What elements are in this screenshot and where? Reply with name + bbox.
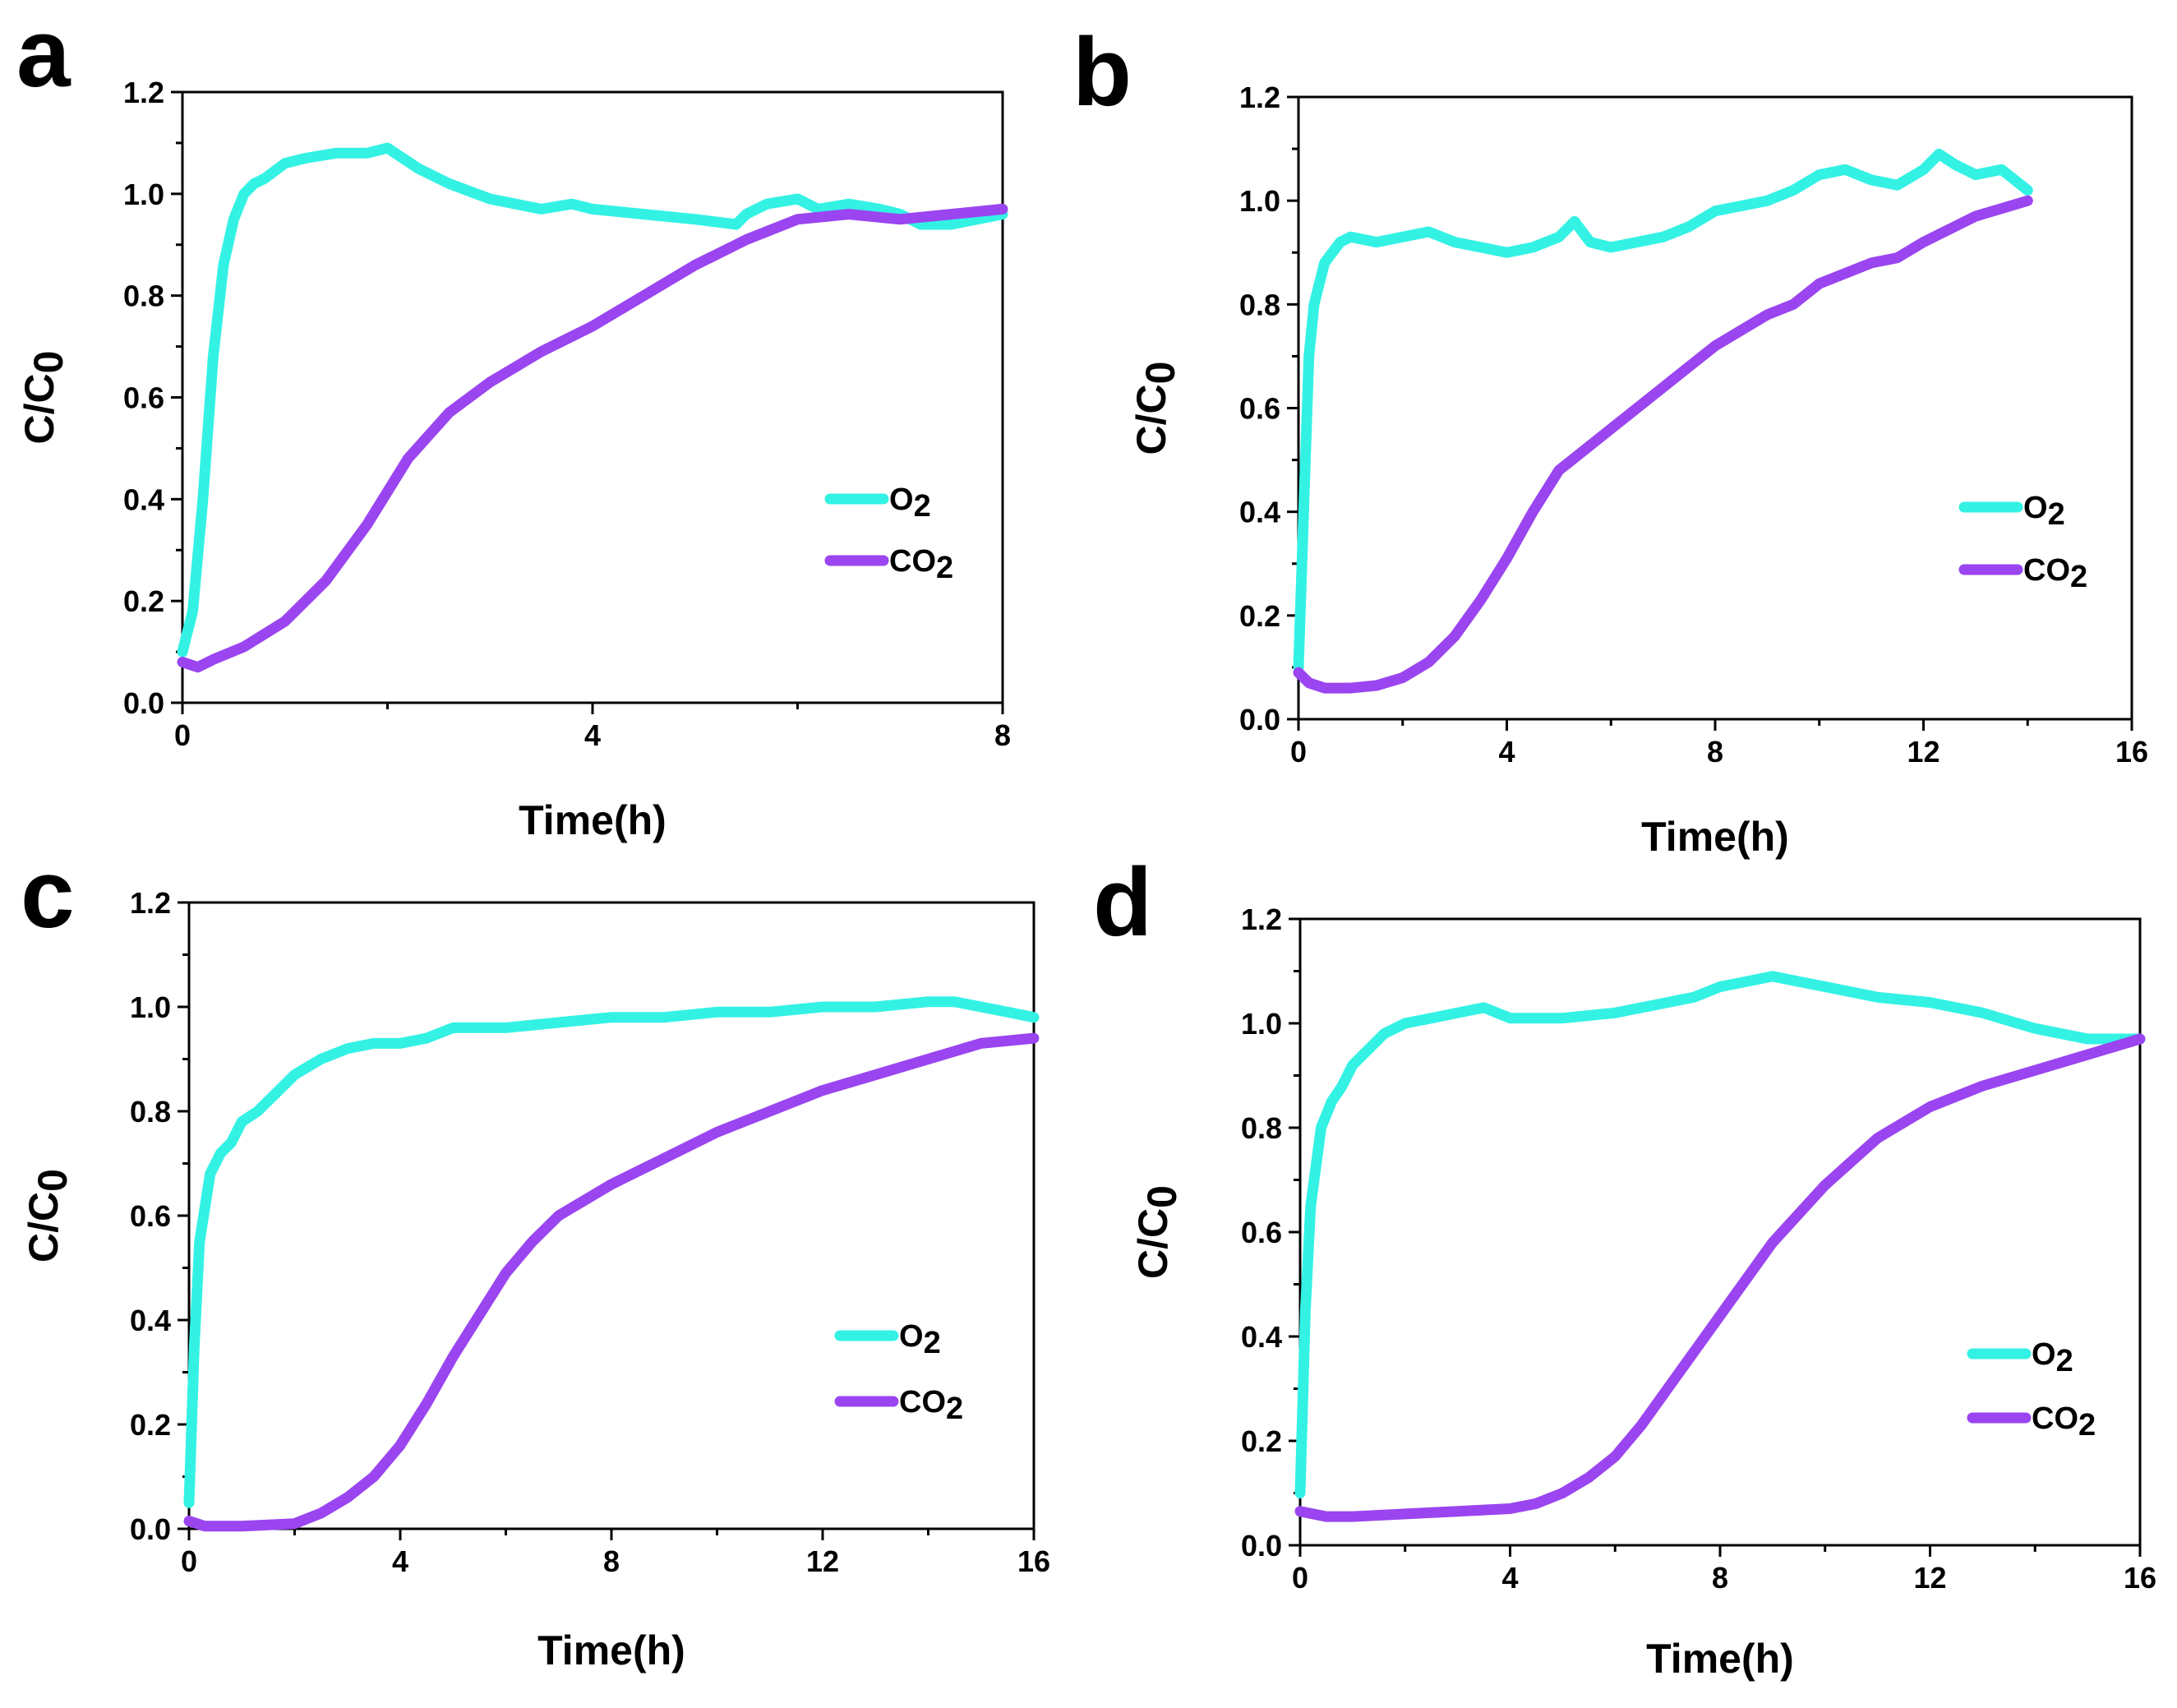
x-tick-label: 4 [1498, 735, 1515, 769]
x-tick-label: 0 [1290, 735, 1307, 769]
chart-panel-d: d 0.0 0.2 0.4 0.6 0.8 1.0 1.2 0 4 8 12 16 Time(h) C/C0… [1093, 848, 2156, 1682]
x-tick-label: 4 [1501, 1561, 1518, 1595]
legend: O2 CO2 [824, 482, 953, 585]
legend-label-subscript: 2 [924, 1326, 941, 1360]
x-tick-label: 12 [806, 1544, 839, 1578]
series-line-co2 [183, 1032, 1040, 1532]
y-tick-label: 0.4 [123, 482, 164, 516]
y-tick-label: 0.0 [1239, 703, 1280, 736]
legend-label-co2: CO2 [899, 1385, 963, 1426]
x-tick-label: 8 [1712, 1561, 1728, 1595]
series-line-o2 [1294, 971, 2146, 1498]
chart-panel-a: a 0.0 0.2 0.4 0.6 0.8 1.0 1.2 0 4 8 Time(h) C/C0 O2 CO… [16, 0, 1011, 843]
legend: O2 CO2 [1967, 1337, 2096, 1443]
y-tick-label: 0.0 [123, 686, 164, 720]
y-tick-label: 0.8 [130, 1095, 171, 1129]
y-tick-label: 0.4 [1241, 1320, 1282, 1354]
y-tick-label: 1.0 [1239, 184, 1280, 218]
y-tick-label: 0.2 [1241, 1424, 1282, 1458]
x-tick-label: 4 [392, 1544, 408, 1578]
y-tick-label: 1.0 [123, 178, 164, 211]
y-tick-label: 0.0 [130, 1512, 171, 1546]
x-tick-label: 4 [584, 718, 601, 752]
y-tick-label: 0.2 [130, 1408, 171, 1442]
y-tick-label: 0.6 [130, 1199, 171, 1233]
x-tick-label: 12 [1913, 1561, 1946, 1595]
series-line-co2 [177, 203, 1008, 673]
chart-panel-c: c 0.0 0.2 0.4 0.6 0.8 1.0 1.2 0 4 8 12 16 Time(h) C/C0… [21, 840, 1050, 1673]
y-tick-label: 0.6 [1241, 1216, 1282, 1249]
y-tick-label: 1.2 [130, 886, 171, 920]
legend-label-o2: O2 [2032, 1337, 2073, 1378]
x-axis-title: Time(h) [519, 797, 666, 843]
y-axis-title-subscript: 0 [30, 1169, 76, 1192]
x-axis-title: Time(h) [1641, 814, 1789, 860]
y-axis-title-subscript: 0 [25, 351, 71, 374]
x-tick-label: 0 [1292, 1561, 1308, 1595]
y-tick-label: 1.0 [1241, 1007, 1282, 1041]
y-tick-label: 1.2 [1241, 902, 1282, 936]
charts-container: a 0.0 0.2 0.4 0.6 0.8 1.0 1.2 0 4 8 Time(h) C/C0 O2 CO… [16, 0, 2156, 1682]
panel-label-d: d [1093, 848, 1152, 957]
y-axis-title-subscript: 0 [1139, 1185, 1185, 1208]
y-tick-label: 0.2 [1239, 599, 1280, 633]
legend: O2 CO2 [1958, 491, 2087, 594]
x-tick-label: 8 [1707, 735, 1723, 769]
x-tick-label: 12 [1907, 735, 1939, 769]
legend: O2 CO2 [834, 1319, 963, 1426]
y-tick-label: 0.0 [1241, 1529, 1282, 1563]
y-tick-label: 0.2 [123, 584, 164, 618]
y-tick-label: 0.6 [123, 381, 164, 415]
series-line-co2 [1293, 195, 2033, 694]
legend-label-co2: CO2 [2032, 1401, 2096, 1443]
legend-label-co2: CO2 [2023, 553, 2087, 594]
x-tick-label: 0 [174, 718, 191, 752]
x-tick-label: 16 [2115, 735, 2148, 769]
legend-label-subscript: 2 [2056, 1344, 2073, 1378]
y-axis-title: C/C0 [16, 351, 71, 445]
panel-label-b: b [1072, 18, 1132, 127]
y-axis-title: C/C0 [21, 1169, 76, 1263]
x-tick-label: 16 [2124, 1561, 2156, 1595]
legend-label-o2: O2 [889, 482, 931, 524]
chart-panel-b: b 0.0 0.2 0.4 0.6 0.8 1.0 1.2 0 4 8 12 16 Time(h) C/C0… [1072, 18, 2148, 860]
y-axis-title: C/C0 [1128, 362, 1183, 455]
series-line-co2 [1294, 1033, 2146, 1522]
legend-label-subscript: 2 [2070, 560, 2087, 594]
y-axis-title-subscript: 0 [1137, 362, 1183, 385]
y-tick-label: 0.8 [123, 279, 164, 313]
x-axis-title: Time(h) [1646, 1636, 1794, 1682]
legend-label-subscript: 2 [2048, 497, 2065, 532]
y-tick-label: 0.6 [1239, 392, 1280, 426]
legend-label-subscript: 2 [936, 551, 953, 585]
series-line-o2 [177, 142, 1008, 658]
y-tick-label: 1.0 [130, 990, 171, 1024]
legend-label-subscript: 2 [2078, 1408, 2096, 1443]
x-tick-label: 8 [603, 1544, 620, 1578]
y-tick-label: 0.8 [1239, 288, 1280, 321]
legend-label-subscript: 2 [946, 1392, 963, 1426]
series-line-o2 [183, 996, 1040, 1508]
y-tick-label: 0.4 [1239, 496, 1280, 529]
y-tick-label: 0.8 [1241, 1111, 1282, 1145]
legend-label-co2: CO2 [889, 544, 953, 585]
legend-label-o2: O2 [2023, 491, 2065, 532]
x-tick-label: 16 [1017, 1544, 1050, 1578]
x-tick-label: 8 [994, 718, 1011, 752]
legend-label-subscript: 2 [914, 489, 931, 524]
y-axis-title: C/C0 [1130, 1185, 1185, 1279]
y-tick-label: 1.2 [1239, 81, 1280, 114]
x-tick-label: 0 [181, 1544, 197, 1578]
y-tick-label: 1.2 [123, 76, 164, 109]
x-axis-title: Time(h) [537, 1627, 685, 1673]
y-tick-label: 0.4 [130, 1304, 171, 1337]
series-line-o2 [1293, 148, 2033, 673]
panel-label-c: c [21, 840, 75, 949]
panel-label-a: a [16, 0, 71, 108]
legend-label-o2: O2 [899, 1319, 941, 1360]
